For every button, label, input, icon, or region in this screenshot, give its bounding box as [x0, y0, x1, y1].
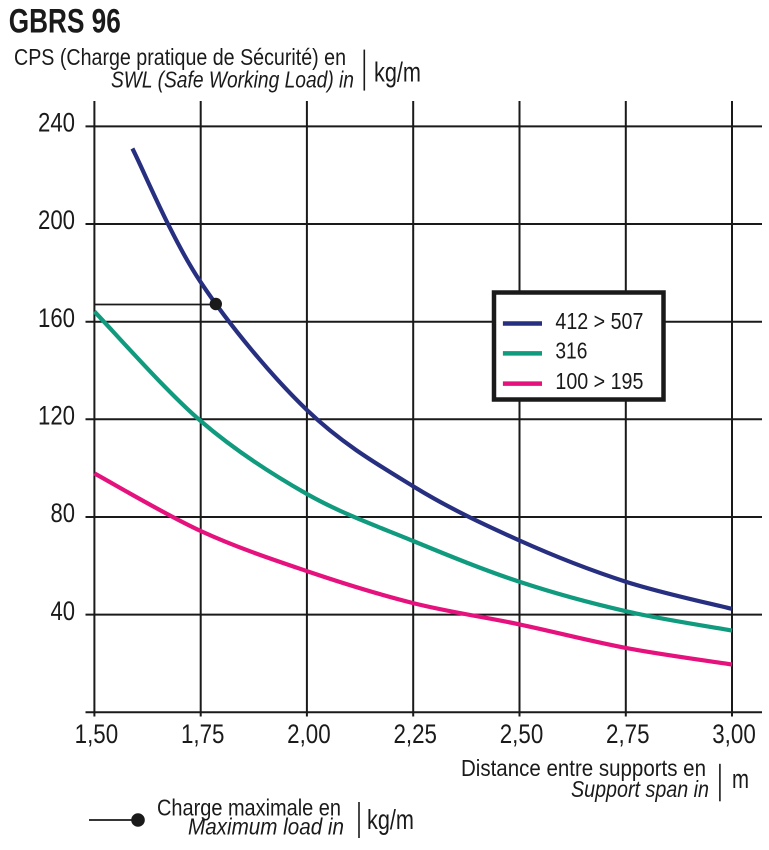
svg-text:2,00: 2,00 [287, 719, 331, 749]
svg-text:Charge maximale en: Charge maximale en [157, 794, 341, 820]
svg-text:2,25: 2,25 [393, 719, 437, 749]
svg-text:160: 160 [38, 303, 75, 333]
svg-text:2,50: 2,50 [500, 719, 544, 749]
svg-text:1,50: 1,50 [75, 719, 119, 749]
svg-text:kg/m: kg/m [367, 804, 414, 835]
svg-text:240: 240 [38, 108, 75, 138]
svg-text:2,75: 2,75 [606, 719, 650, 749]
svg-text:Maximum load in: Maximum load in [188, 814, 344, 840]
svg-text:100 > 195: 100 > 195 [555, 368, 643, 394]
svg-text:80: 80 [51, 498, 76, 528]
svg-text:kg/m: kg/m [374, 57, 421, 88]
svg-text:40: 40 [51, 596, 76, 626]
svg-text:CPS (Charge pratique de Sécuri: CPS (Charge pratique de Sécurité) en [14, 44, 346, 70]
svg-text:m: m [732, 764, 749, 794]
svg-text:200: 200 [38, 205, 75, 235]
svg-text:120: 120 [38, 401, 75, 431]
svg-text:412 > 507: 412 > 507 [555, 308, 643, 334]
svg-text:1,75: 1,75 [181, 719, 225, 749]
svg-text:GBRS 96: GBRS 96 [9, 3, 121, 41]
svg-text:3,00: 3,00 [712, 719, 756, 749]
svg-text:316: 316 [555, 338, 587, 364]
svg-text:Support span in: Support span in [571, 776, 709, 802]
svg-text:Distance entre supports en: Distance entre supports en [461, 755, 706, 781]
svg-text:SWL (Safe Working Load) in: SWL (Safe Working Load) in [111, 67, 354, 93]
